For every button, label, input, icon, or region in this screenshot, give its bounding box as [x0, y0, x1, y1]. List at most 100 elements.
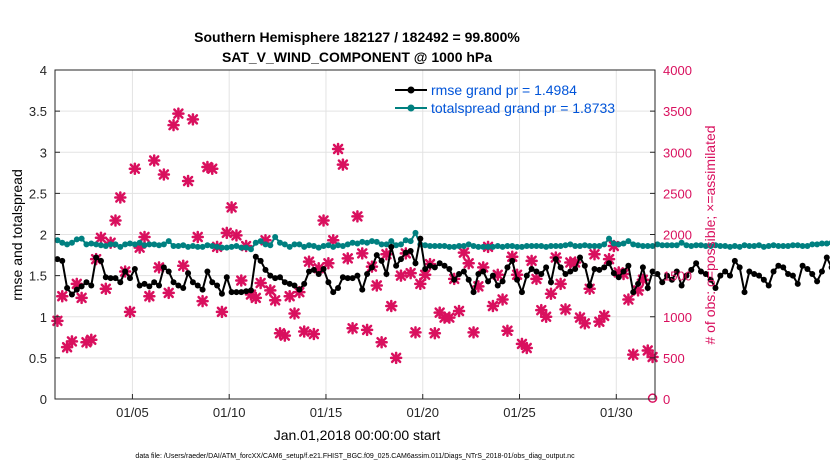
totalspread-point [378, 241, 385, 248]
totalspread-point [315, 244, 322, 251]
totalspread-point [277, 239, 283, 246]
obs-assimilated-marker [206, 162, 219, 175]
totalspread-point [823, 240, 830, 247]
obs-assimilated-marker [568, 256, 582, 269]
totalspread-point [581, 242, 588, 249]
rmse-point [160, 264, 167, 271]
totalspread-point [194, 243, 201, 250]
rmse-point [809, 270, 816, 277]
totalspread-point [233, 243, 240, 250]
obs-assimilated-marker [486, 299, 500, 313]
rmse-point [175, 282, 182, 289]
totalspread-point [654, 241, 661, 248]
rmse-point [247, 287, 254, 294]
rmse-point [359, 286, 366, 293]
obs-assimilated-marker [457, 246, 471, 259]
rmse-point [804, 266, 811, 273]
rmse-point [456, 270, 463, 277]
rmse-point [533, 268, 540, 275]
y-left-tick-label: 2.5 [29, 186, 47, 201]
rmse-point [325, 279, 332, 286]
totalspread-point [814, 241, 821, 248]
totalspread-point [388, 238, 395, 245]
rmse-point [577, 254, 583, 261]
obs-assimilated-marker [162, 286, 175, 300]
obs-assimilated-marker [249, 291, 263, 305]
obs-assimilated-marker [51, 314, 64, 328]
rmse-point [146, 283, 153, 290]
totalspread-point [436, 243, 443, 250]
obs-assimilated-marker [525, 254, 538, 268]
obs-assimilated-marker [346, 322, 359, 335]
rmse-point [518, 289, 525, 296]
totalspread-point [368, 238, 375, 245]
totalspread-point [257, 238, 264, 245]
totalspread-point [456, 243, 463, 250]
legend-totalspread-label: totalspread grand pr = 1.8733 [431, 100, 615, 116]
rmse-point [243, 288, 250, 295]
legend-rmse-label: rmse grand pr = 1.4984 [431, 82, 577, 98]
obs-assimilated-marker [443, 311, 456, 324]
obs-assimilated-marker [597, 309, 611, 323]
totalspread-point [818, 240, 825, 247]
totalspread-point [204, 242, 211, 249]
rmse-point [504, 264, 511, 271]
obs-assimilated-marker [128, 162, 142, 175]
series-layer [51, 107, 830, 403]
rmse-point [301, 280, 308, 287]
totalspread-point [668, 242, 675, 249]
rmse-point [194, 282, 201, 289]
rmse-point [102, 274, 109, 281]
obs-assimilated-marker [317, 214, 330, 227]
obs-assimilated-marker [75, 291, 88, 305]
rmse-point [625, 262, 632, 269]
totalspread-point [635, 242, 642, 249]
rmse-point [567, 268, 574, 275]
totalspread-point [349, 239, 356, 246]
totalspread-point [610, 240, 617, 247]
totalspread-point [799, 243, 806, 250]
totalspread-point [731, 243, 738, 250]
rmse-point [339, 274, 346, 281]
rmse-point [209, 279, 216, 286]
totalspread-point [741, 242, 748, 249]
totalspread-point [170, 243, 177, 250]
totalspread-point [702, 243, 709, 250]
totalspread-point [504, 243, 511, 250]
totalspread-point [402, 237, 409, 244]
y-left-tick-label: 0.5 [29, 351, 47, 366]
totalspread-point [354, 240, 361, 247]
rmse-point [489, 272, 496, 279]
rmse-point [727, 272, 733, 279]
totalspread-point [533, 243, 540, 250]
y-right-tick-label: 3000 [663, 145, 692, 160]
rmse-point [344, 275, 351, 282]
rmse-point [528, 266, 535, 273]
totalspread-point [330, 243, 337, 250]
totalspread-point [93, 241, 100, 248]
totalspread-point [572, 243, 579, 250]
rmse-point [794, 280, 801, 287]
totalspread-point [770, 242, 777, 249]
obs-assimilated-marker [414, 277, 427, 291]
rmse-point [257, 257, 264, 264]
rmse-point [97, 257, 104, 264]
rmse-point [397, 256, 404, 263]
y-right-tick-label: 3500 [663, 104, 692, 119]
totalspread-point [775, 243, 782, 250]
rmse-point [552, 256, 559, 263]
rmse-point [581, 262, 588, 269]
totalspread-point [727, 243, 733, 250]
obs-assimilated-marker [326, 234, 340, 247]
obs-assimilated-marker [181, 174, 195, 188]
totalspread-point [223, 244, 230, 251]
totalspread-point [78, 235, 85, 242]
obs-assimilated-marker [578, 317, 592, 330]
rmse-point [131, 266, 138, 273]
rmse-point [760, 276, 767, 283]
rmse-point [228, 289, 235, 296]
rmse-point [68, 291, 75, 298]
totalspread-point [243, 244, 250, 251]
obs-assimilated-marker [65, 335, 79, 348]
